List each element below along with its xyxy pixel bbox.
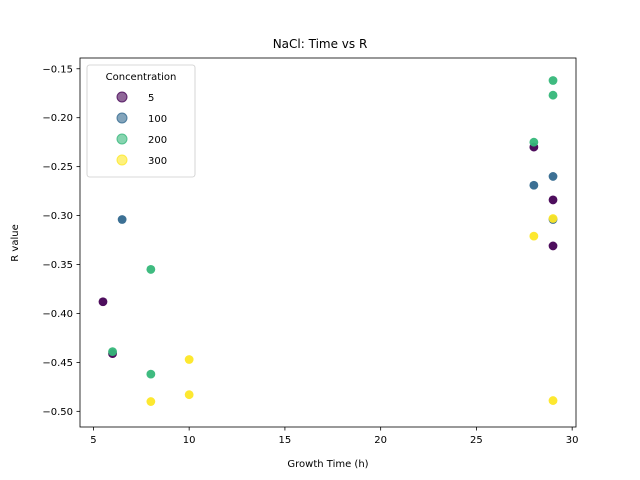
y-tick-label: −0.40 — [42, 309, 73, 320]
data-point — [548, 195, 558, 205]
data-point — [529, 231, 539, 241]
legend-entry-label: 100 — [148, 114, 167, 125]
data-point — [146, 369, 156, 379]
x-tick-label: 5 — [90, 435, 96, 446]
data-point — [146, 397, 156, 406]
legend-title: Concentration — [106, 72, 177, 83]
y-tick-label: −0.25 — [42, 162, 73, 173]
data-point — [548, 241, 558, 251]
y-tick-label: −0.35 — [42, 260, 73, 271]
data-point — [548, 396, 558, 405]
data-point — [184, 390, 194, 400]
legend-entry-label: 300 — [148, 156, 167, 167]
y-tick-label: −0.50 — [42, 407, 73, 418]
data-point — [146, 265, 156, 274]
legend-marker — [116, 154, 128, 166]
plot-area: 5 10 15 20 25 30 −0.50 −0.45 −0.40 −0.35 −0.30 −0.2… — [42, 57, 579, 446]
chart-title: NaCl: Time vs R — [273, 37, 368, 51]
legend: Concentration 5 100 200 300 — [86, 64, 196, 178]
x-tick-label: 15 — [279, 435, 292, 446]
y-tick-label: −0.30 — [42, 211, 73, 222]
data-point — [184, 355, 194, 364]
data-point — [98, 297, 108, 307]
data-point — [548, 172, 558, 181]
y-tick-label: −0.15 — [42, 64, 73, 75]
legend-box — [86, 64, 196, 178]
x-tick-label: 10 — [183, 435, 196, 446]
legend-entry-label: 5 — [148, 93, 154, 104]
y-tick-label: −0.20 — [42, 113, 73, 124]
data-point — [548, 76, 558, 85]
data-point — [108, 347, 117, 357]
data-point — [548, 214, 558, 223]
x-tick-label: 25 — [470, 435, 483, 446]
y-tick-label: −0.45 — [42, 358, 73, 369]
data-point — [548, 90, 558, 100]
legend-entry-label: 200 — [148, 135, 167, 146]
x-tick-label: 30 — [566, 435, 579, 446]
legend-marker — [116, 112, 128, 124]
legend-marker — [116, 133, 128, 145]
x-axis-label: Growth Time (h) — [287, 459, 368, 470]
legend-marker — [116, 91, 128, 103]
plot-frame — [79, 57, 577, 428]
data-point — [117, 215, 127, 224]
data-point — [529, 137, 539, 147]
x-tick-label: 20 — [374, 435, 387, 446]
y-axis-label: R value — [10, 224, 21, 261]
data-point — [529, 180, 539, 190]
